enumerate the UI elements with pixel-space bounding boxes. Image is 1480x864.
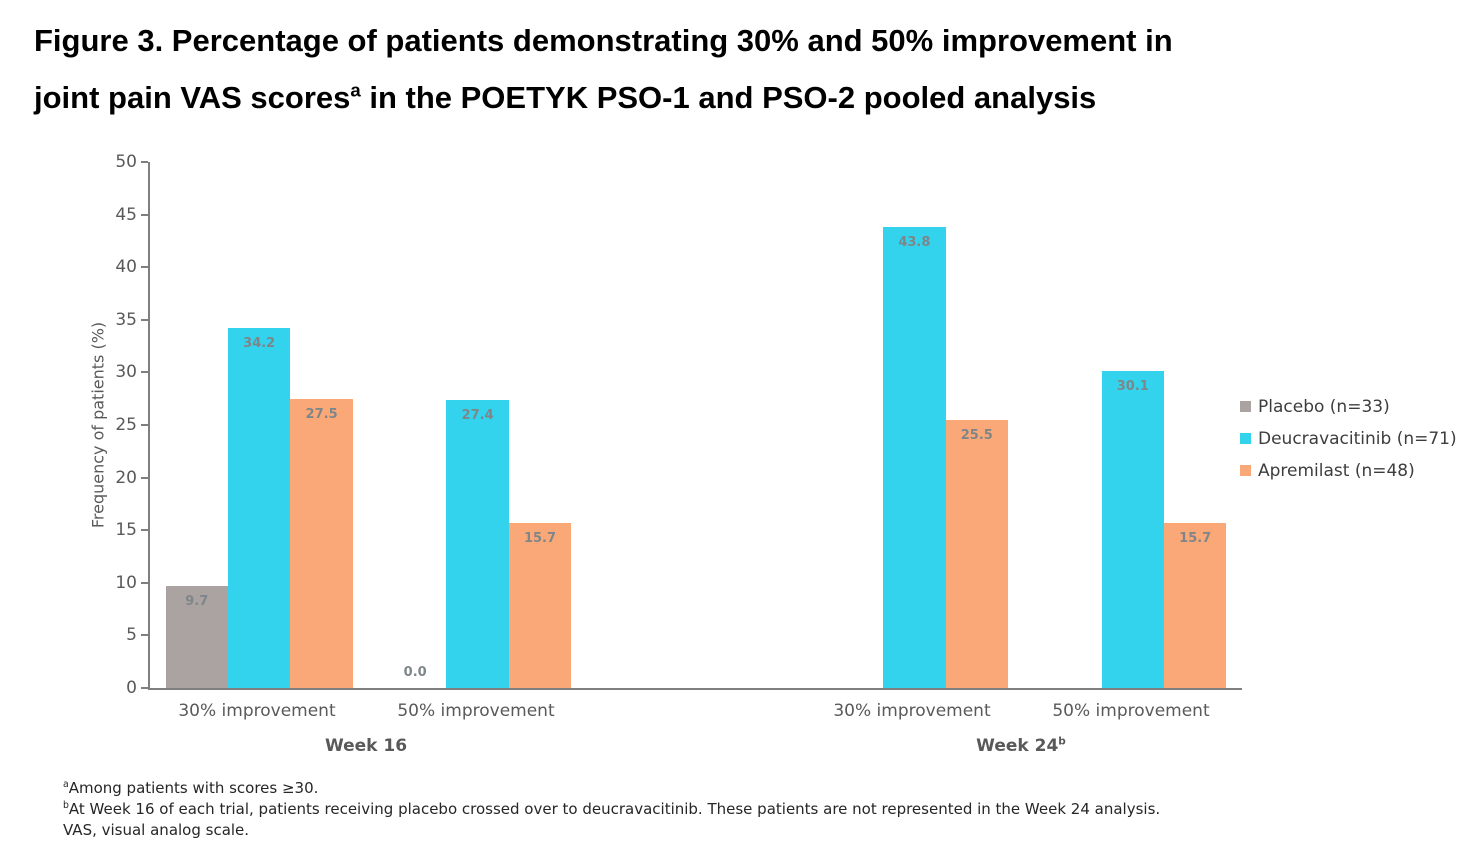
footnote-a: aAmong patients with scores ≥30. — [63, 778, 1423, 799]
bar-apremilast-cat3 — [1164, 522, 1227, 688]
y-tick-mark — [141, 266, 148, 269]
bar-deucravacitinib-cat0 — [228, 328, 291, 688]
x-category-label-week16-50pct: 50% improvement — [397, 701, 555, 721]
y-tick-label-20: 20 — [115, 467, 137, 488]
figure-title-line2-pre: joint pain VAS scores — [34, 80, 351, 115]
y-tick-mark — [141, 213, 148, 216]
bar-value-label-apremilast-cat3: 15.7 — [1179, 530, 1212, 546]
bar-value-label-placebo-cat1: 0.0 — [403, 665, 427, 680]
y-tick-label-15: 15 — [115, 520, 137, 541]
y-tick-mark — [141, 161, 148, 163]
x-group-label-week24: Week 24b — [976, 736, 1066, 756]
bar-placebo-cat0 — [165, 585, 228, 688]
bar-value-label-deucravacitinib-cat0: 34.2 — [243, 336, 276, 352]
bar-value-label-deucravacitinib-cat1: 27.4 — [461, 407, 494, 423]
y-tick-mark — [141, 687, 148, 689]
y-tick-mark — [141, 424, 148, 426]
figure-title-line2: joint pain VAS scoresa in the POETYK PSO… — [34, 69, 1434, 126]
footnote-vas-text: VAS, visual analog scale. — [63, 821, 250, 839]
bar-value-label-apremilast-cat0: 27.5 — [305, 406, 338, 422]
y-tick-mark — [141, 581, 148, 584]
y-tick-label-5: 5 — [126, 625, 137, 646]
legend-swatch-apremilast — [1240, 465, 1251, 476]
y-tick-label-10: 10 — [115, 572, 137, 593]
y-tick-label-0: 0 — [126, 678, 137, 698]
footnote-vas: VAS, visual analog scale. — [63, 820, 1423, 841]
bar-value-label-apremilast-cat1: 15.7 — [523, 530, 557, 546]
figure-title-line1: Figure 3. Percentage of patients demonst… — [34, 23, 1173, 58]
footnote-b: bAt Week 16 of each trial, patients rece… — [63, 799, 1423, 820]
y-tick-label-50: 50 — [115, 152, 137, 172]
legend-label-placebo: Placebo (n=33) — [1258, 396, 1390, 417]
y-tick-mark — [141, 529, 148, 532]
legend-swatch-placebo — [1240, 401, 1251, 412]
bar-value-label-placebo-cat0: 9.7 — [185, 593, 209, 609]
bar-value-label-deucravacitinib-cat2: 43.8 — [898, 235, 931, 251]
legend-label-deucravacitinib: Deucravacitinib (n=71) — [1258, 428, 1457, 449]
footnote-a-text: Among patients with scores ≥30. — [68, 779, 319, 797]
y-tick-label-40: 40 — [115, 257, 137, 278]
y-tick-label-45: 45 — [115, 204, 137, 225]
plot-area: 0 5 10 15 20 25 30 35 40 45 50 9.7 0.0 34.2 27.4 43.8 30… — [115, 152, 1242, 698]
x-category-label-week16-30pct: 30% improvement — [178, 701, 336, 721]
x-category-label-week24-30pct: 30% improvement — [833, 701, 991, 721]
week24-label-text: Week 24 — [976, 736, 1059, 756]
bar-apremilast-cat2 — [945, 419, 1008, 688]
legend-item-apremilast: Apremilast (n=48) — [1240, 460, 1457, 481]
week16-label-text: Week 16 — [324, 736, 408, 756]
x-category-label-week24-50pct: 50% improvement — [1052, 701, 1210, 721]
y-tick-label-30: 30 — [115, 362, 137, 383]
bar-value-label-apremilast-cat2: 25.5 — [960, 427, 993, 443]
footnote-a-marker: a — [63, 779, 69, 790]
figure-title-line2-post: in the POETYK PSO-1 and PSO-2 pooled ana… — [360, 80, 1097, 115]
legend-item-deucravacitinib: Deucravacitinib (n=71) — [1240, 428, 1457, 449]
bar-apremilast-cat1 — [508, 522, 572, 688]
legend-item-placebo: Placebo (n=33) — [1240, 396, 1457, 417]
figure-title: Figure 3. Percentage of patients demonst… — [34, 12, 1434, 126]
y-tick-mark — [141, 476, 148, 479]
legend: Placebo (n=33) Deucravacitinib (n=71) Ap… — [1240, 396, 1457, 492]
y-tick-label-25: 25 — [115, 415, 137, 435]
bar-deucravacitinib-cat2 — [883, 227, 946, 688]
y-tick-mark — [141, 371, 148, 374]
bar-apremilast-cat0 — [290, 398, 353, 688]
y-axis-title: Frequency of patients (%) — [88, 321, 108, 529]
y-tick-label-35: 35 — [115, 309, 137, 330]
week24-footnote-marker-b: b — [1058, 735, 1066, 748]
y-tick-mark — [141, 634, 148, 637]
legend-label-apremilast: Apremilast (n=48) — [1258, 460, 1415, 481]
footnote-b-marker: b — [63, 800, 69, 811]
bar-value-label-deucravacitinib-cat3: 30.1 — [1116, 379, 1149, 395]
x-group-label-week16: Week 16 — [325, 736, 407, 756]
legend-swatch-deucravacitinib — [1240, 433, 1251, 444]
footnote-b-text: At Week 16 of each trial, patients recei… — [68, 800, 1161, 818]
bar-deucravacitinib-cat3 — [1101, 371, 1164, 688]
bar-deucravacitinib-cat1 — [446, 399, 509, 688]
footnotes: aAmong patients with scores ≥30. bAt Wee… — [63, 778, 1423, 841]
y-tick-mark — [141, 318, 148, 321]
title-footnote-marker-a: a — [350, 79, 361, 101]
